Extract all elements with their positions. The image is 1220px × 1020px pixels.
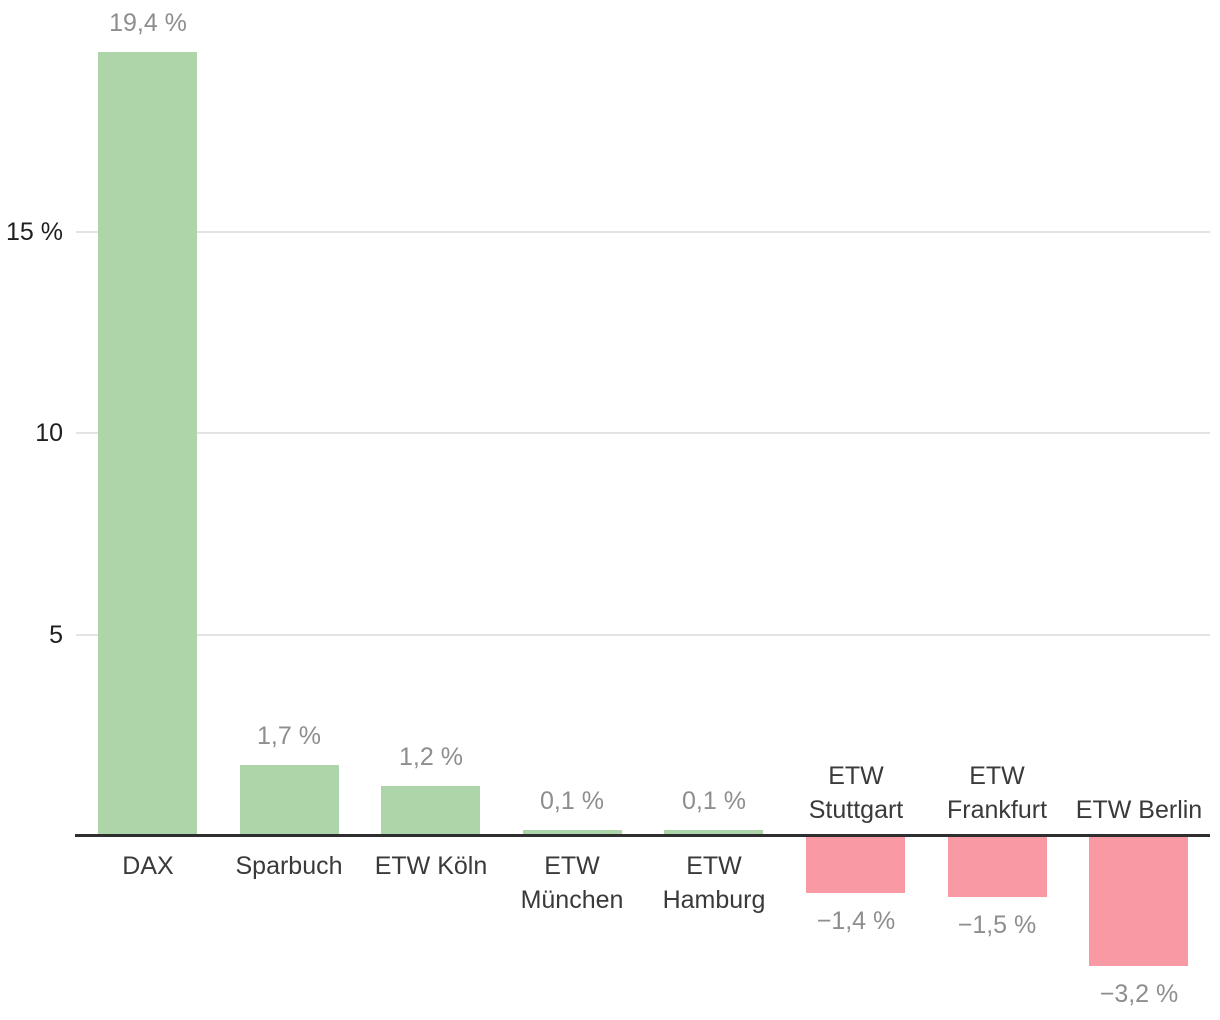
value-label-sparbuch: 1,7 % [257, 722, 321, 750]
value-label-etw-stuttgart: −1,4 % [816, 907, 896, 935]
y-gridline [76, 230, 1210, 233]
bar-sparbuch [240, 765, 339, 834]
category-label-line: ETW [686, 852, 742, 880]
category-label-dax: DAX [122, 849, 173, 883]
bar-dax [98, 52, 197, 834]
value-label-etw-muenchen: 0,1 % [540, 787, 604, 815]
category-label-line: ETW Köln [374, 852, 488, 880]
category-label-etw-stuttgart: ETW Stuttgart [809, 759, 904, 827]
y-axis-tick-label: 15 % [6, 217, 63, 246]
value-label-etw-berlin: −3,2 % [1099, 980, 1179, 1008]
category-label-line: München [520, 886, 624, 914]
category-label-line: Stuttgart [808, 796, 904, 824]
y-gridline [76, 432, 1210, 434]
category-label-line: Frankfurt [946, 796, 1048, 824]
category-label-etw-hamburg: ETW Hamburg [663, 849, 766, 917]
y-gridline [76, 633, 1210, 636]
category-label-sparbuch: Sparbuch [235, 849, 342, 883]
category-label-etw-muenchen: ETW München [521, 849, 624, 917]
category-label-etw-berlin: ETW Berlin [1076, 793, 1202, 827]
category-label-line: ETW [969, 762, 1025, 790]
bar-etw-stuttgart [806, 837, 905, 893]
value-label-etw-frankfurt: −1,5 % [957, 911, 1037, 939]
category-label-etw-frankfurt: ETW Frankfurt [947, 759, 1047, 827]
y-axis-tick-label: 5 [49, 620, 63, 649]
category-label-etw-koeln: ETW Köln [375, 849, 488, 883]
value-label-etw-koeln: 1,2 % [399, 743, 463, 771]
value-label-etw-hamburg: 0,1 % [682, 787, 746, 815]
bar-etw-berlin [1089, 837, 1188, 966]
category-label-line: DAX [122, 852, 174, 880]
category-label-line: ETW [828, 762, 884, 790]
value-label-dax: 19,4 % [109, 9, 187, 37]
bar-etw-frankfurt [948, 837, 1047, 897]
category-label-line: Hamburg [662, 886, 766, 914]
bar-etw-muenchen [523, 830, 622, 834]
category-label-line: Sparbuch [235, 852, 343, 880]
category-label-line: ETW [544, 852, 600, 880]
bar-etw-hamburg [664, 830, 763, 834]
bar-etw-koeln [381, 786, 480, 834]
category-label-line: ETW Berlin [1075, 796, 1203, 824]
y-axis-tick-label: 10 [35, 419, 63, 447]
x-axis-line [75, 834, 1210, 837]
